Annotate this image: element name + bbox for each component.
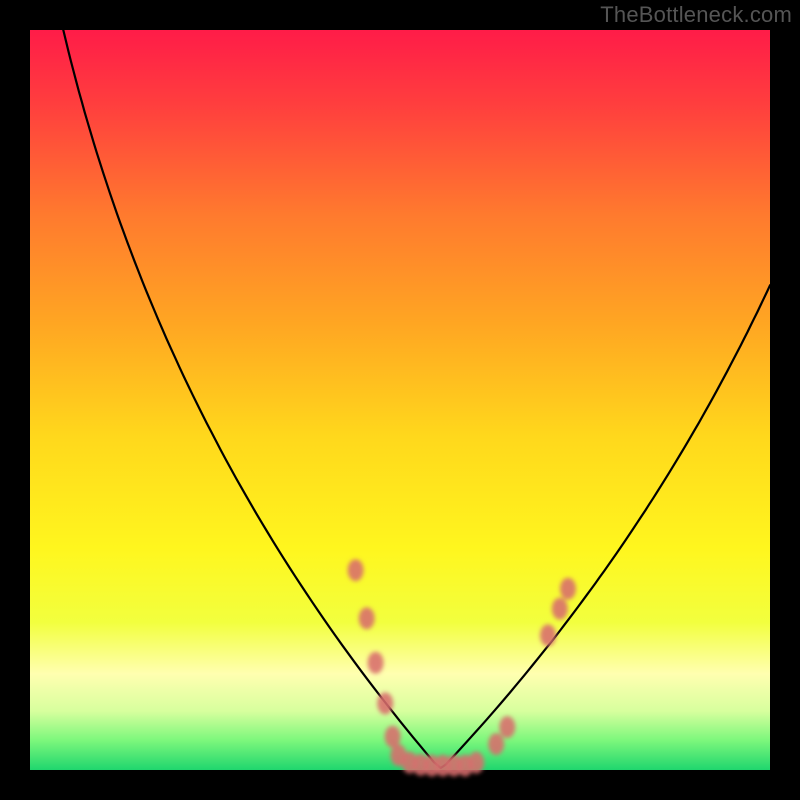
marker-point xyxy=(499,716,515,738)
marker-point xyxy=(560,578,576,600)
v-curve xyxy=(63,30,770,768)
marker-point xyxy=(488,733,504,755)
plot-area xyxy=(30,30,770,770)
marker-point xyxy=(540,624,556,646)
marker-point xyxy=(552,598,568,620)
chart-svg xyxy=(30,30,770,770)
marker-point xyxy=(468,752,484,774)
marker-point xyxy=(359,607,375,629)
chart-container: TheBottleneck.com xyxy=(0,0,800,800)
marker-group xyxy=(348,559,576,776)
marker-point xyxy=(377,692,393,714)
marker-point xyxy=(368,652,384,674)
watermark-text: TheBottleneck.com xyxy=(600,2,792,28)
marker-point xyxy=(348,559,364,581)
